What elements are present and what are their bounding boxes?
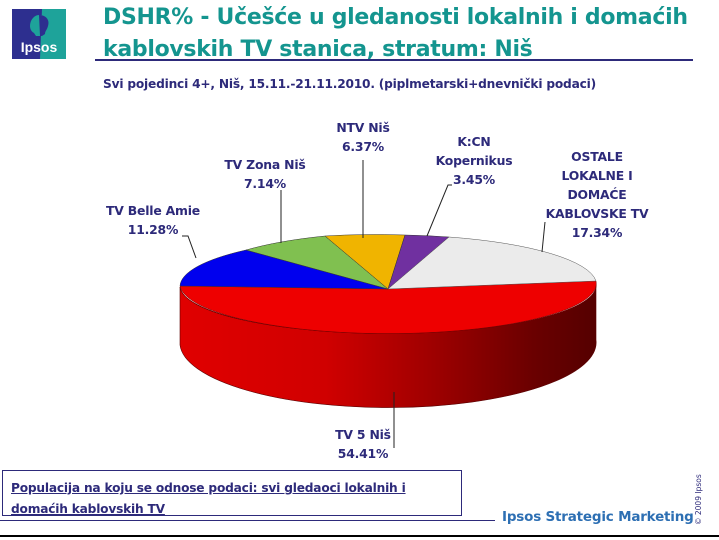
slice-tv-zona-nis[interactable]: [245, 235, 389, 290]
slice-tv-belle-amie[interactable]: [179, 249, 389, 290]
population-note-box: Populacija na koju se odnose podaci: svi…: [2, 470, 462, 516]
label-ostale: OSTALE LOKALNE I DOMAĆE KABLOVSKE TV 17.…: [545, 149, 649, 240]
slice-ostale[interactable]: [387, 236, 597, 290]
footer-brand: Ipsos Strategic Marketing: [502, 509, 694, 525]
bottom-border: [0, 535, 719, 537]
label-kcn-kopernikus: K:CN Kopernikus 3.45%: [435, 134, 513, 187]
copyright-text: © 2009 Ipsos: [694, 474, 703, 525]
population-note-line-1: Populacija na koju se odnose podaci: svi…: [11, 481, 406, 495]
page-title: DSHR% - Učešće u gledanosti lokalnih i d…: [103, 2, 703, 66]
title-line-2: kablovskih TV stanica, stratum: Niš: [103, 37, 533, 62]
label-tv5-nis: TV 5 Niš 54.41%: [335, 427, 391, 461]
footer-rule: [0, 520, 495, 521]
ipsos-logo: Ipsos: [12, 9, 66, 59]
label-tv-zona-nis: TV Zona Niš 7.14%: [224, 157, 306, 191]
label-tv-belle-amie: TV Belle Amie 11.28%: [106, 203, 200, 237]
leader-lines: [182, 160, 546, 448]
svg-text:Ipsos: Ipsos: [21, 39, 58, 55]
title-underline: [95, 59, 693, 61]
chart-subtitle: Svi pojedinci 4+, Niš, 15.11.-21.11.2010…: [103, 77, 596, 91]
title-line-1: DSHR% - Učešće u gledanosti lokalnih i d…: [103, 5, 688, 30]
label-ntv-nis: NTV Niš 6.37%: [336, 120, 390, 154]
slice-tv5[interactable]: [179, 280, 597, 334]
population-note-line-2: domaćih kablovskih TV: [11, 502, 165, 516]
